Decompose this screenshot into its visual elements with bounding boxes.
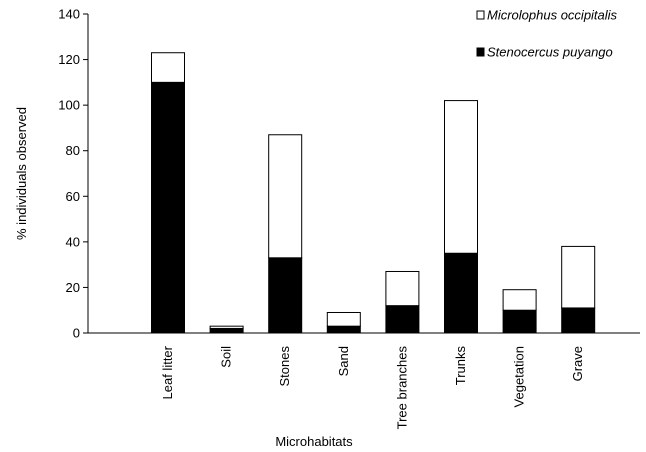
- legend-swatch: [476, 10, 485, 20]
- bar-stenocercus: [209, 327, 244, 334]
- legend-label: Microlophus occipitalis: [487, 8, 618, 23]
- x-tick-label: Trunks: [453, 346, 468, 386]
- bar-stenocercus: [444, 252, 478, 334]
- x-tick-label: Sand: [336, 346, 351, 376]
- x-tick-label: Stones: [277, 346, 292, 387]
- y-tick-label: 60: [66, 189, 80, 204]
- legend: Microlophus occipitalis Stenocercus puyan…: [476, 8, 618, 60]
- bar-microlophus: [444, 100, 478, 254]
- bar-microlophus: [151, 52, 185, 83]
- bars: [151, 52, 596, 334]
- y-tick-label: 20: [66, 280, 80, 295]
- bar-stenocercus: [151, 81, 185, 334]
- x-tick-label: Grave: [570, 346, 585, 381]
- y-tick-label: 80: [66, 143, 80, 158]
- bar-microlophus: [502, 289, 537, 311]
- y-tick-label: 100: [58, 98, 80, 113]
- axes: 0 20 40 60 80 100 120 140 Leaf litter Soil Stones S…: [58, 7, 640, 430]
- bar-stenocercus: [502, 309, 537, 334]
- bar-stenocercus: [326, 325, 361, 334]
- bar-microlophus: [385, 270, 420, 307]
- bar-stenocercus: [561, 307, 596, 334]
- bar-microlophus: [268, 134, 303, 259]
- legend-swatch: [476, 47, 485, 57]
- x-tick-label: Soil: [219, 346, 234, 368]
- y-tick-label: 120: [58, 52, 80, 67]
- bar-microlophus: [326, 311, 361, 327]
- legend-label: Stenocercus puyango: [487, 45, 613, 60]
- y-axis-title: % individuals observed: [14, 107, 29, 240]
- bar-stenocercus: [268, 257, 303, 334]
- bar-microlophus: [209, 325, 244, 329]
- x-tick-label: Leaf litter: [160, 345, 175, 399]
- y-tick-label: 40: [66, 234, 80, 249]
- bar-microlophus: [561, 245, 596, 309]
- bar-stenocercus: [385, 305, 420, 334]
- x-axis-title: Microhabitats: [275, 434, 353, 449]
- y-tick-label: 0: [73, 326, 80, 341]
- x-tick-label: Vegetation: [512, 346, 527, 407]
- x-tick-label: Tree branches: [394, 346, 409, 430]
- y-tick-label: 140: [58, 7, 80, 22]
